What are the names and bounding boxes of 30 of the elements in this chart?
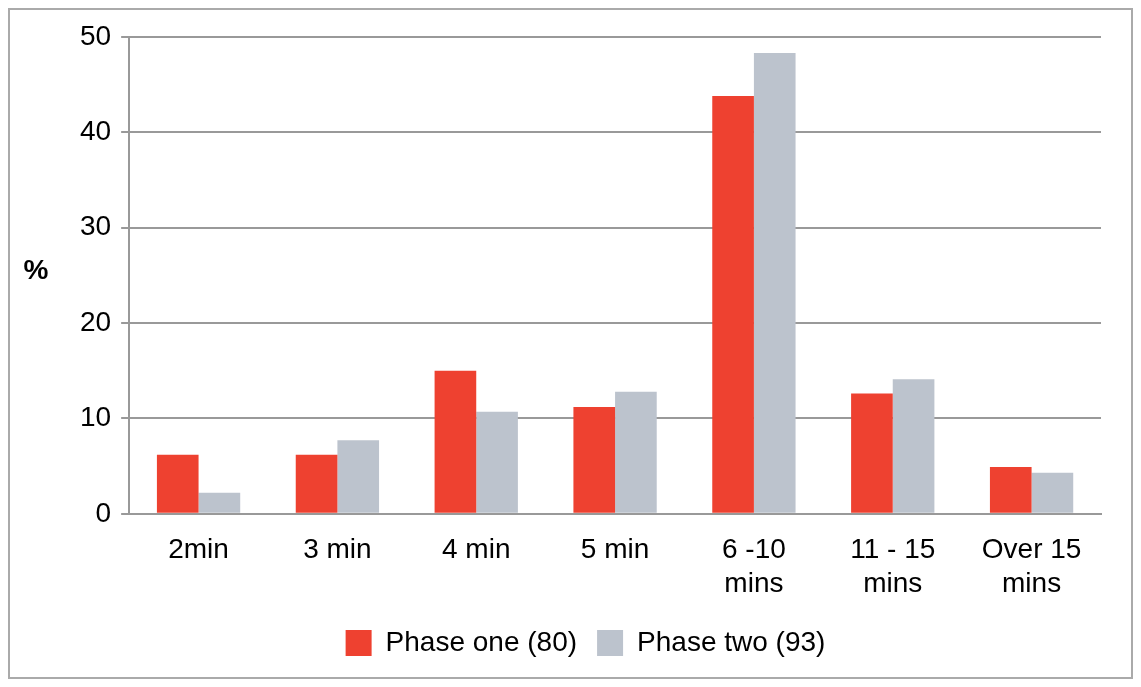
x-tick-label: 3 min xyxy=(303,533,372,565)
bar xyxy=(1031,472,1074,513)
bar xyxy=(712,95,754,513)
bar xyxy=(989,467,1032,513)
bar xyxy=(615,391,657,513)
x-tick-label: 11 - 15 mins xyxy=(850,533,936,598)
bar xyxy=(434,370,477,513)
x-tick-label: Over 15 mins xyxy=(981,533,1082,598)
x-tick-label: 2min xyxy=(168,533,229,565)
legend-label: Phase one (80) xyxy=(385,625,578,657)
bar xyxy=(476,411,518,513)
bar xyxy=(851,393,893,513)
y-tick-label: 20 xyxy=(79,305,112,337)
x-tick-label: 4 min xyxy=(442,533,511,565)
y-tick-label: 0 xyxy=(95,496,112,528)
y-tick-label: 40 xyxy=(79,114,112,146)
legend-label: Phase two (93) xyxy=(637,625,826,657)
y-tick-label: 10 xyxy=(79,401,112,433)
bar xyxy=(337,440,380,513)
bar xyxy=(156,454,199,513)
bar xyxy=(573,406,616,513)
y-axis-title: % xyxy=(23,254,49,286)
x-tick-label: 6 -10 mins xyxy=(721,533,786,598)
y-tick-label: 50 xyxy=(79,19,112,51)
x-tick-label: 5 min xyxy=(580,533,650,565)
bar xyxy=(295,454,338,513)
bar xyxy=(198,492,241,513)
bar xyxy=(753,53,796,513)
bar xyxy=(892,379,935,513)
y-tick-label: 30 xyxy=(79,210,112,242)
